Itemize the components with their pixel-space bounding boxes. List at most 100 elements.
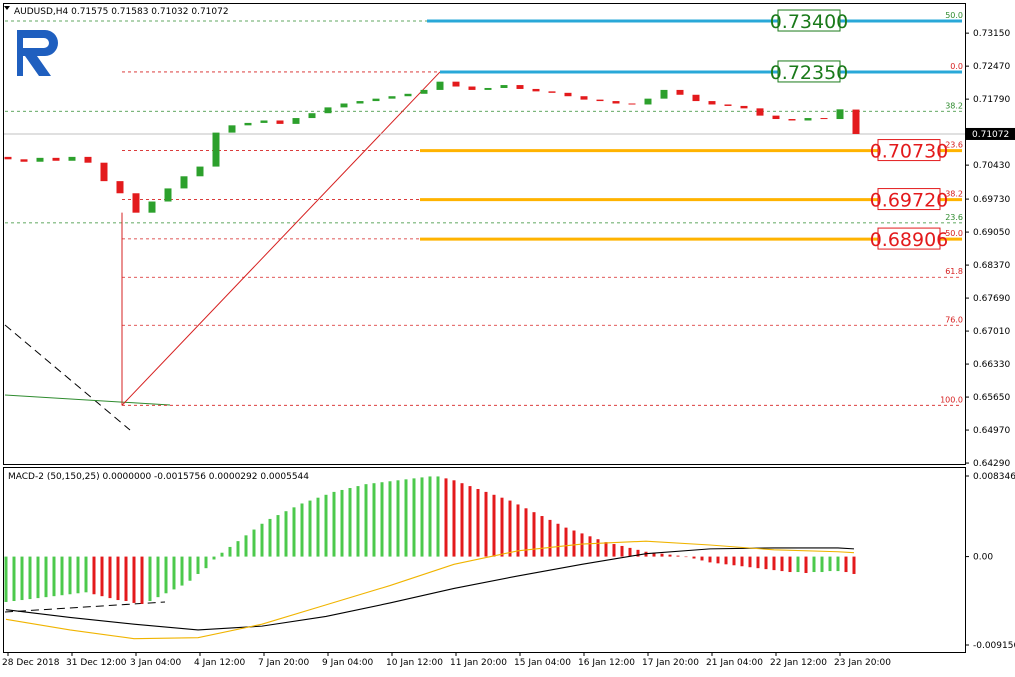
y-tick-label: 0.67690 bbox=[973, 294, 1010, 304]
histogram-bar bbox=[716, 556, 720, 564]
y-tick-label: 0.72470 bbox=[973, 62, 1010, 72]
histogram-bar bbox=[156, 556, 160, 598]
histogram-bar bbox=[172, 556, 176, 590]
histogram-bar bbox=[164, 556, 168, 594]
histogram-bar bbox=[756, 556, 760, 569]
candle bbox=[852, 109, 860, 134]
histogram-bar bbox=[364, 484, 368, 557]
x-tick-label: 23 Jan 20:00 bbox=[834, 658, 891, 668]
candle bbox=[260, 120, 268, 123]
fib-level-label: 76.0 bbox=[945, 315, 963, 324]
fib-level-label: 50.0 bbox=[945, 11, 963, 20]
histogram-bar bbox=[396, 480, 400, 557]
histogram-bar bbox=[388, 481, 392, 557]
candle bbox=[772, 115, 780, 120]
histogram-bar bbox=[708, 556, 712, 563]
histogram-bar bbox=[724, 556, 728, 565]
candle bbox=[740, 105, 748, 109]
histogram-bar bbox=[52, 556, 56, 597]
histogram-bar bbox=[748, 556, 752, 568]
histogram-bar bbox=[12, 556, 16, 602]
histogram-bar bbox=[516, 504, 520, 557]
macd-panel bbox=[3, 467, 966, 653]
price-panel bbox=[3, 3, 966, 465]
histogram-bar bbox=[692, 556, 696, 559]
candle bbox=[612, 101, 620, 104]
target-label: 0.70730 bbox=[870, 141, 949, 163]
candle bbox=[660, 89, 668, 99]
histogram-bar bbox=[340, 489, 344, 557]
fib-level-label: 23.6 bbox=[945, 141, 963, 150]
histogram-bar bbox=[300, 503, 304, 557]
x-tick-label: 17 Jan 20:00 bbox=[642, 658, 699, 668]
histogram-bar bbox=[380, 482, 384, 557]
target-box bbox=[777, 60, 841, 83]
histogram-bar bbox=[148, 556, 152, 602]
candle bbox=[580, 96, 588, 100]
candle bbox=[292, 118, 300, 124]
histogram-bar bbox=[612, 544, 616, 557]
candle bbox=[788, 119, 796, 121]
trend-line bbox=[4, 394, 171, 406]
candle bbox=[196, 166, 204, 177]
histogram-bar bbox=[356, 486, 360, 557]
histogram-bar bbox=[804, 556, 808, 574]
y-tick-label: 0.64290 bbox=[973, 459, 1010, 469]
histogram-bar bbox=[188, 556, 192, 581]
histogram-bar bbox=[92, 556, 96, 595]
histogram-bar bbox=[76, 556, 80, 594]
candle bbox=[564, 92, 572, 97]
candle bbox=[548, 91, 556, 93]
candle bbox=[132, 193, 140, 213]
candle bbox=[244, 122, 252, 126]
y-tick-label: -0.009156 bbox=[973, 641, 1015, 651]
histogram-bar bbox=[436, 476, 440, 557]
histogram-bar bbox=[236, 541, 240, 557]
macd-line bbox=[5, 540, 855, 640]
histogram-bar bbox=[84, 556, 88, 593]
candle bbox=[20, 159, 28, 162]
histogram-bar bbox=[580, 533, 584, 557]
current-price-box bbox=[966, 127, 1015, 140]
candle bbox=[340, 103, 348, 108]
candle bbox=[148, 201, 156, 213]
x-tick-label: 11 Jan 20:00 bbox=[450, 658, 507, 668]
histogram-bar bbox=[36, 556, 40, 599]
histogram-bar bbox=[252, 529, 256, 557]
candle bbox=[420, 89, 428, 94]
histogram-bar bbox=[484, 491, 488, 557]
histogram-bar bbox=[476, 488, 480, 557]
trend-line bbox=[4, 324, 131, 431]
macd-trend-line bbox=[4, 601, 166, 613]
histogram-bar bbox=[332, 491, 336, 557]
candle bbox=[676, 89, 684, 95]
histogram-bar bbox=[564, 527, 568, 557]
x-tick-label: 21 Jan 04:00 bbox=[706, 658, 763, 668]
histogram-bar bbox=[548, 519, 552, 557]
histogram-bar bbox=[124, 556, 128, 602]
candle bbox=[324, 107, 332, 114]
candle bbox=[36, 157, 44, 162]
fib-level-label: 38.2 bbox=[945, 190, 963, 199]
histogram-bar bbox=[700, 556, 704, 561]
candle bbox=[692, 94, 700, 102]
logo-stem bbox=[17, 62, 23, 76]
candle bbox=[228, 125, 236, 133]
histogram-bar bbox=[764, 556, 768, 570]
histogram-bar bbox=[348, 488, 352, 557]
histogram-bar bbox=[628, 547, 632, 557]
x-tick-label: 22 Jan 12:00 bbox=[770, 658, 827, 668]
histogram-bar bbox=[108, 556, 112, 599]
histogram-bar bbox=[836, 556, 840, 572]
histogram-bar bbox=[820, 556, 824, 573]
histogram-bar bbox=[468, 486, 472, 557]
histogram-bar bbox=[284, 511, 288, 557]
histogram-bar bbox=[500, 497, 504, 557]
y-tick-label: 0.73150 bbox=[973, 29, 1010, 39]
y-tick-label: 0.65650 bbox=[973, 393, 1010, 403]
candle bbox=[68, 156, 76, 161]
target-label: 0.69720 bbox=[870, 190, 949, 212]
histogram-bar bbox=[596, 539, 600, 557]
